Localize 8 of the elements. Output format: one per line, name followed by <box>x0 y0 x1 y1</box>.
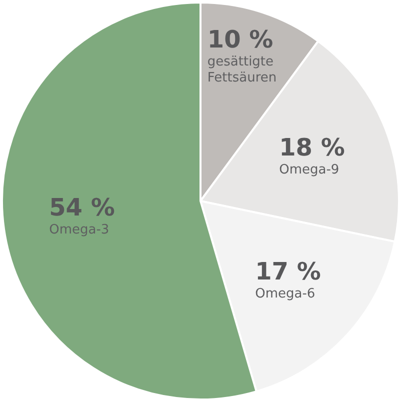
slice-label: Omega-3 <box>49 222 110 238</box>
data-label: 10 % <box>207 26 274 54</box>
slice-label: Omega-6 <box>255 286 316 302</box>
data-label: 17 % <box>255 258 321 286</box>
data-label: 18 % <box>279 134 345 162</box>
slice-label: Omega-9 <box>279 162 340 178</box>
slice-label: gesättigte Fettsäuren <box>207 54 277 86</box>
data-label: 54 % <box>49 194 115 222</box>
